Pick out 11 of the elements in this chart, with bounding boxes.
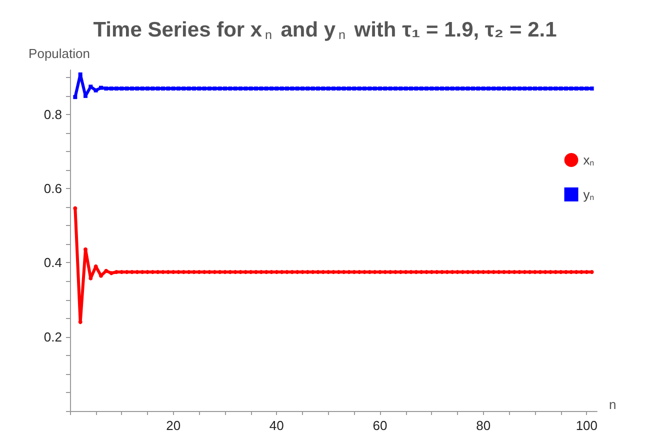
x-axis-title: n xyxy=(609,397,616,412)
x-tick-label: 20 xyxy=(166,418,181,433)
x-tick-label: 40 xyxy=(269,418,284,433)
y-tick-label: 0.8 xyxy=(44,106,62,122)
y-axis-title: Population xyxy=(28,46,90,61)
x-tick-label: 100 xyxy=(576,418,598,433)
y-tick-label: 0.6 xyxy=(44,181,62,196)
y-tick-label: 0.4 xyxy=(44,255,62,270)
x-tick-label: 80 xyxy=(476,418,491,433)
x-tick-label: 60 xyxy=(372,418,388,433)
y-tick-label: 0.2 xyxy=(44,329,62,344)
